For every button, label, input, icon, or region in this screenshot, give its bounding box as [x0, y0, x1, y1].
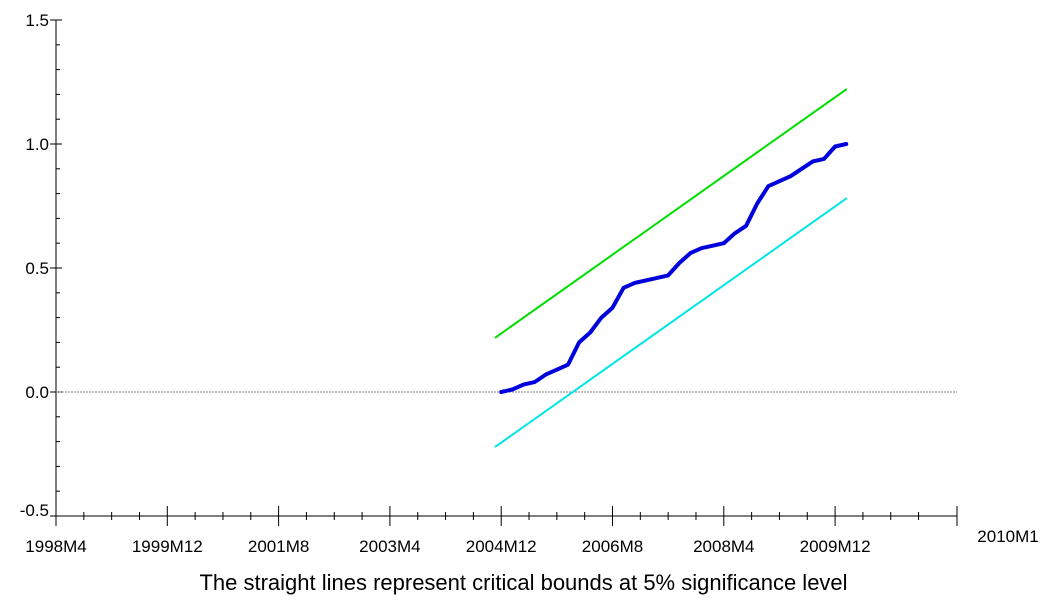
x-tick-label: 2010M1 [977, 527, 1038, 546]
x-tick-label: 1999M12 [132, 537, 203, 556]
x-tick-label: 2006M8 [582, 537, 643, 556]
y-tick-label: 1.0 [25, 135, 49, 154]
cusum-line [499, 142, 849, 394]
x-tick-label: 2008M4 [693, 537, 754, 556]
x-tick-label: 1998M4 [25, 537, 86, 556]
labels: -0.5 0.0 0.5 1.0 1.5 1998M4 1999M12 2001M8 2003M… [20, 11, 1039, 556]
chart-caption: The straight lines represent critical bo… [199, 570, 848, 595]
x-tick-label: 2004M12 [466, 537, 537, 556]
x-tick-label: 2003M4 [359, 537, 420, 556]
y-tick-label: 1.5 [25, 11, 49, 30]
lower-bound-line [494, 197, 848, 448]
y-tick-label: 0.0 [25, 383, 49, 402]
axes [50, 19, 958, 526]
x-tick-label: 2009M12 [800, 537, 871, 556]
series-layer [56, 88, 957, 448]
y-tick-label: -0.5 [20, 501, 49, 520]
upper-bound-line [494, 88, 848, 339]
y-tick-label: 0.5 [25, 259, 49, 278]
x-tick-label: 2001M8 [248, 537, 309, 556]
